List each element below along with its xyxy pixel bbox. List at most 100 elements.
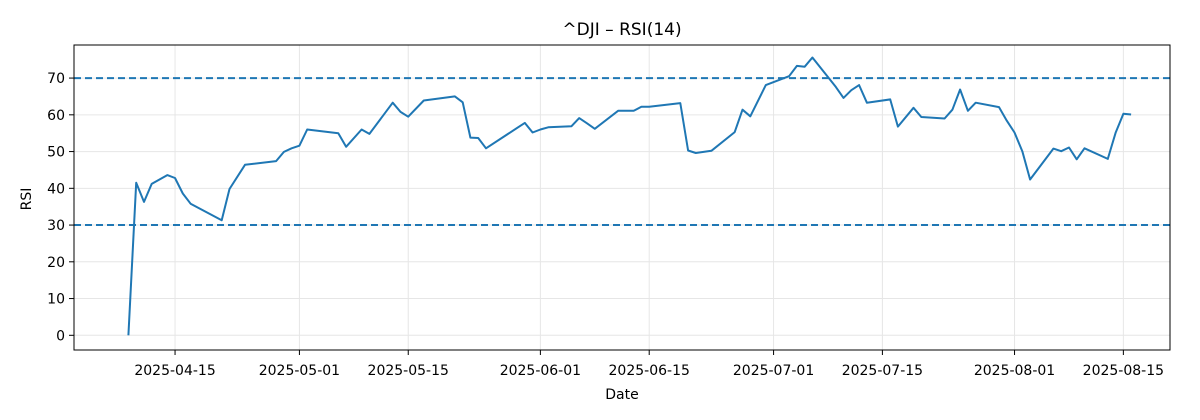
data-point (951, 108, 954, 111)
data-point (959, 88, 962, 91)
x-axis-label: Date (605, 387, 638, 403)
data-point (811, 56, 814, 59)
data-point (166, 174, 169, 177)
data-point (741, 108, 744, 111)
rsi-series (127, 56, 1133, 337)
data-point (586, 122, 589, 125)
y-tick-label: 60 (47, 108, 65, 124)
y-tick-label: 30 (47, 218, 65, 234)
data-point (834, 85, 837, 88)
data-point (920, 116, 923, 119)
chart-title: ^DJI – RSI(14) (562, 20, 681, 40)
data-point (523, 121, 526, 124)
data-point (1068, 146, 1071, 149)
data-point (150, 182, 153, 185)
x-tick-label: 2025-07-15 (842, 363, 923, 379)
data-point (687, 149, 690, 152)
data-point (578, 117, 581, 120)
data-point (1005, 119, 1008, 122)
x-tick-label: 2025-04-15 (134, 363, 215, 379)
data-point (1075, 158, 1078, 161)
data-point (710, 149, 713, 152)
data-point (127, 334, 130, 337)
data-point (788, 75, 791, 78)
data-point (1114, 131, 1117, 134)
data-point (477, 137, 480, 140)
data-point (143, 200, 146, 203)
data-point (749, 115, 752, 118)
data-point (966, 109, 969, 112)
data-point (624, 109, 627, 112)
reference-lines (74, 77, 1170, 227)
data-point (244, 163, 247, 166)
data-point (1130, 113, 1133, 116)
data-point (485, 147, 488, 150)
data-point (889, 98, 892, 101)
data-point (368, 132, 371, 135)
data-point (174, 177, 177, 180)
series-line (127, 56, 1132, 336)
data-point (1060, 150, 1063, 153)
data-point (282, 150, 285, 153)
data-point (733, 131, 736, 134)
data-point (842, 96, 845, 99)
data-point (399, 110, 402, 113)
y-axis-label: RSI (19, 188, 35, 211)
y-tick-label: 0 (56, 328, 65, 344)
data-point (943, 117, 946, 120)
plot-frame (73, 44, 1171, 351)
x-tick-label: 2025-05-15 (368, 363, 449, 379)
x-tick-label: 2025-07-01 (733, 363, 814, 379)
data-point (850, 89, 853, 92)
y-tick-label: 10 (47, 292, 65, 308)
data-point (1106, 157, 1109, 160)
data-point (617, 109, 620, 112)
data-point (407, 115, 410, 118)
data-point (189, 202, 192, 205)
data-point (531, 131, 534, 134)
x-tick-label: 2025-08-01 (974, 363, 1055, 379)
y-tick-label: 50 (47, 145, 65, 161)
data-point (1029, 178, 1032, 181)
data-point (220, 219, 223, 222)
data-point (422, 99, 425, 102)
data-point (337, 132, 340, 135)
data-point (998, 106, 1001, 109)
data-point (795, 64, 798, 67)
data-point (679, 102, 682, 105)
data-point (290, 147, 293, 150)
data-point (912, 106, 915, 109)
data-point (181, 192, 184, 195)
x-axis-ticks: 2025-04-15 2025-05-01 2025-05-15 2025-06-01… (134, 350, 1164, 379)
data-point (1013, 131, 1016, 134)
x-tick-label: 2025-08-15 (1083, 363, 1164, 379)
data-point (1021, 150, 1024, 153)
data-point (360, 128, 363, 131)
data-point (764, 84, 767, 87)
x-tick-label: 2025-06-01 (500, 363, 581, 379)
data-point (803, 65, 806, 68)
data-point (896, 125, 899, 128)
data-point (1052, 147, 1055, 150)
data-point (453, 95, 456, 98)
data-point (974, 101, 977, 104)
data-point (469, 136, 472, 139)
data-point (632, 109, 635, 112)
data-point (1083, 147, 1086, 150)
y-tick-label: 40 (47, 181, 65, 197)
data-point (858, 84, 861, 87)
data-point (275, 160, 278, 163)
data-point (547, 126, 550, 129)
data-point (228, 188, 231, 191)
x-tick-label: 2025-05-01 (259, 363, 340, 379)
data-point (298, 144, 301, 147)
data-point (694, 152, 697, 155)
data-point (1122, 112, 1125, 115)
data-point (306, 128, 309, 131)
data-point (648, 105, 651, 108)
data-point (345, 145, 348, 148)
data-point (461, 101, 464, 104)
data-point (593, 127, 596, 130)
x-tick-label: 2025-06-15 (609, 363, 690, 379)
